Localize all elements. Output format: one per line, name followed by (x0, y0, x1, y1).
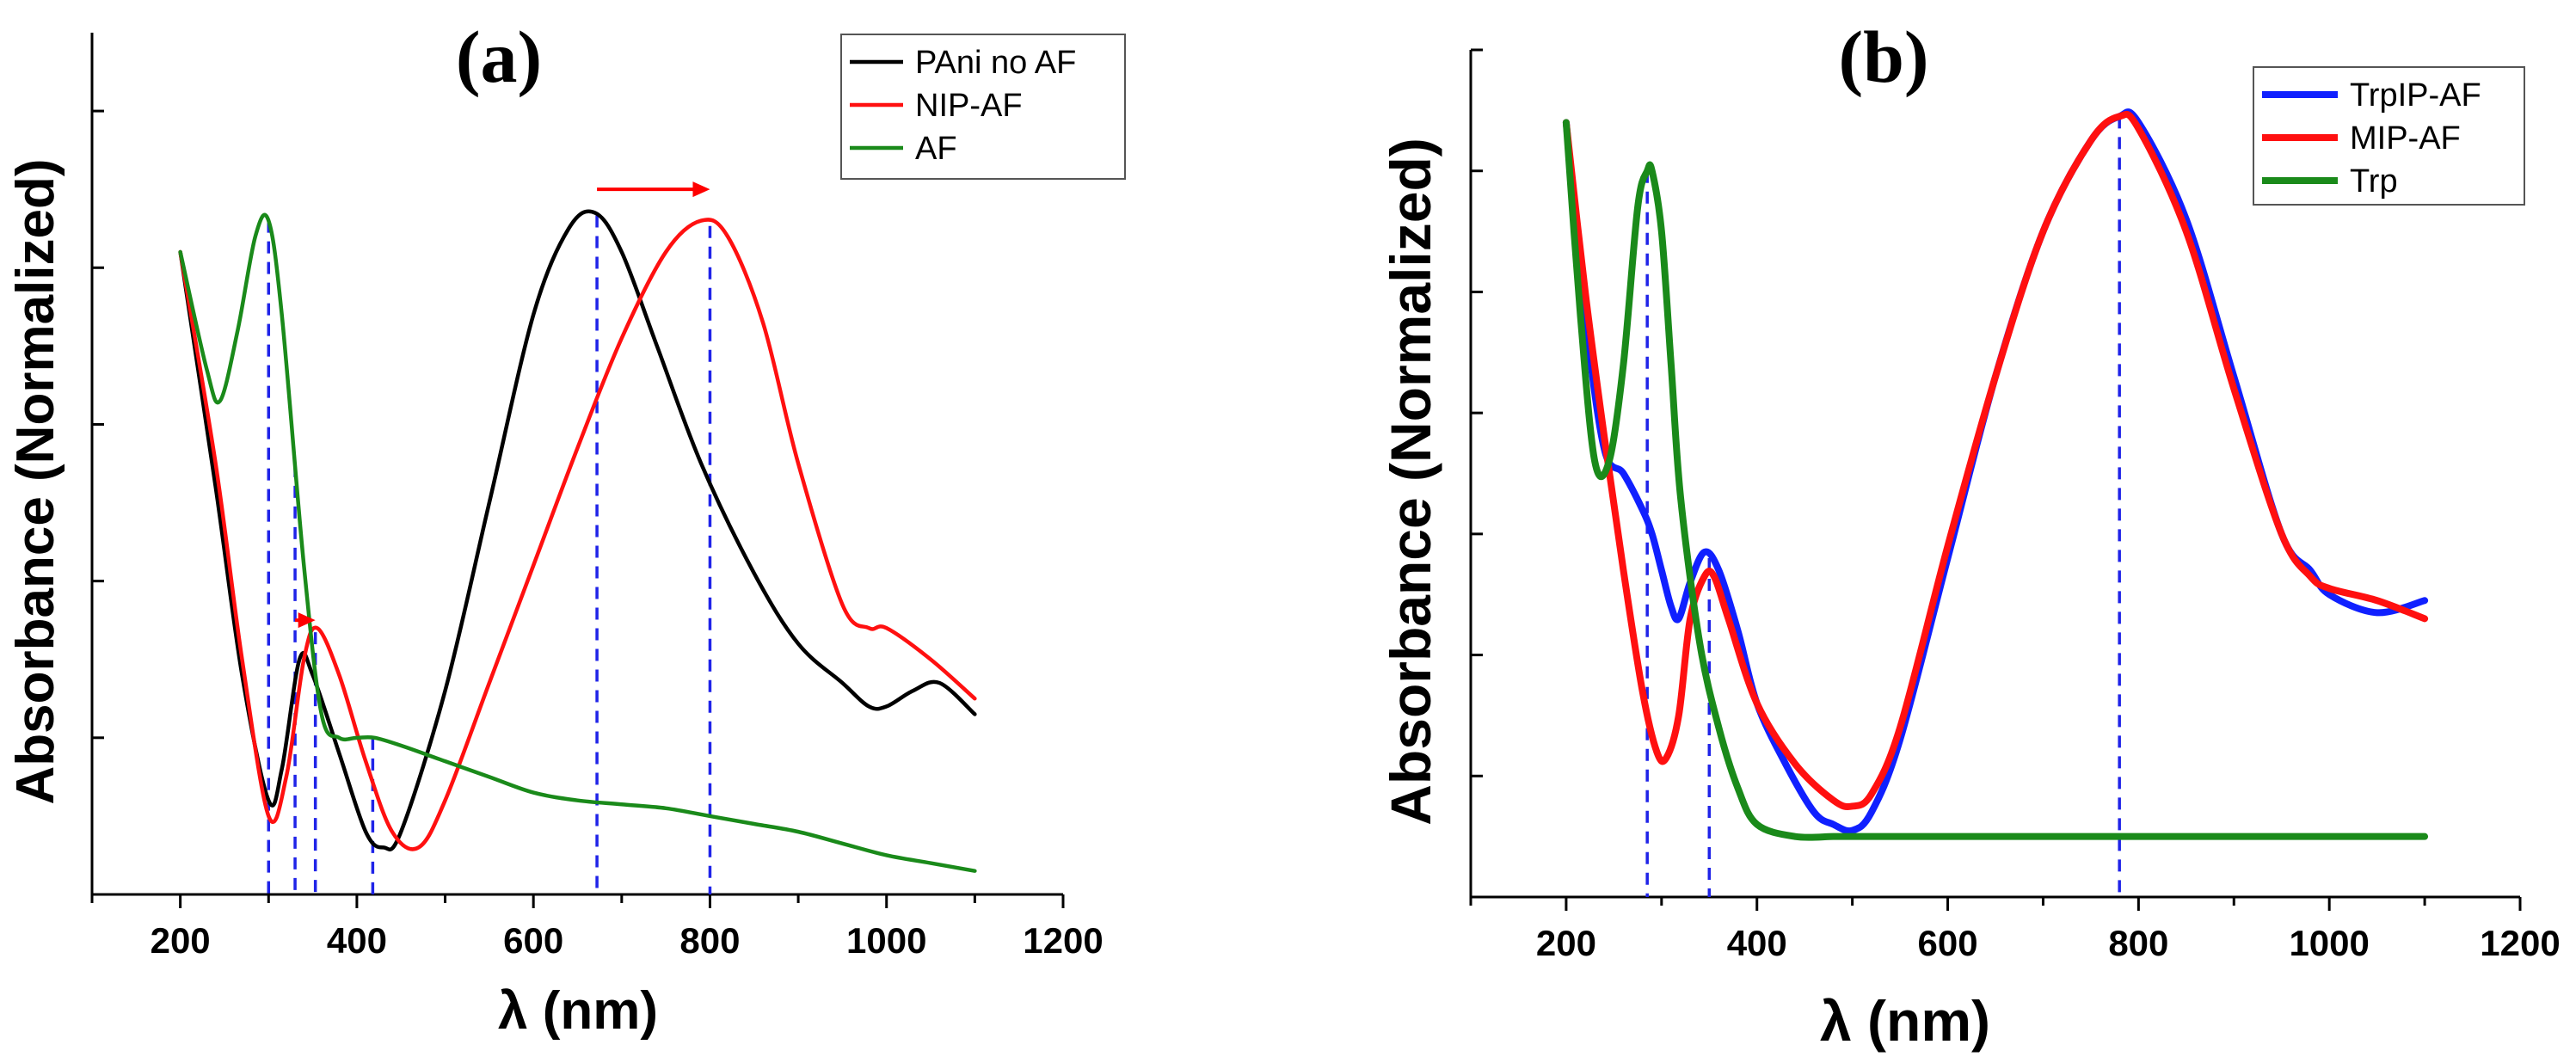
legend-label: AF (915, 131, 957, 167)
panel-b-chart: (b) 200 400 600 800 1000 1200 λ (nm) Absorban… (1379, 15, 2561, 1053)
shift-arrow-head (692, 181, 710, 198)
panel-b-y-ticks (1471, 48, 1483, 777)
shift-arrow-head (298, 612, 316, 629)
series-nip-af (178, 218, 977, 851)
panel-a-y-axis-title: Absorbance (Normalized) (6, 158, 65, 804)
x-tick-label: 200 (1536, 923, 1596, 963)
x-tick-label: 600 (1918, 923, 1978, 963)
panel-b-legend: TrpIP-AF MIP-AF Trp (2253, 66, 2525, 206)
panel-b-series (1562, 108, 2429, 841)
panel-a-series (178, 209, 977, 873)
panel-b-reference-lines (1645, 116, 2121, 897)
legend-label: NIP-AF (915, 88, 1023, 124)
x-tick-label: 400 (327, 920, 387, 961)
legend-label: MIP-AF (2350, 120, 2461, 157)
legend-label: Trp (2350, 163, 2398, 200)
series-mip-af (1562, 110, 2429, 811)
series-trpip-af (1562, 108, 2429, 835)
panel-a-y-ticks (92, 109, 104, 740)
legend-label: TrpIP-AF (2350, 77, 2481, 114)
series-trp (1562, 119, 2429, 841)
x-tick-label: 800 (2108, 923, 2168, 963)
x-tick-label: 1000 (2289, 923, 2369, 963)
panel-b-y-axis-title: Absorbance (Normalized) (1379, 138, 1442, 825)
series-pani-no-af (178, 209, 977, 851)
panel-a-chart: (a) 200 400 600 800 1000 1200 λ (nm) Absorban… (6, 15, 1126, 1041)
panel-b-x-ticks: 200 400 600 800 1000 1200 (1469, 897, 2561, 963)
panel-a-reference-lines (267, 215, 712, 894)
x-tick-label: 1200 (1023, 920, 1103, 961)
x-tick-label: 800 (679, 920, 740, 961)
x-tick-label: 400 (1727, 923, 1787, 963)
x-tick-label: 200 (151, 920, 211, 961)
legend-label: PAni no AF (915, 45, 1076, 81)
panel-a-shift-arrows (295, 181, 710, 629)
x-tick-label: 600 (503, 920, 563, 961)
panel-b-x-axis-title: λ (nm) (1820, 989, 1990, 1053)
x-tick-label: 1200 (2480, 923, 2560, 963)
series-af (178, 212, 977, 873)
panel-b-title: (b) (1838, 15, 1928, 98)
panel-a-legend: PAni no AF NIP-AF AF (840, 34, 1126, 180)
panel-a-title: (a) (456, 15, 542, 98)
panel-a-x-ticks: 200 400 600 800 1000 1200 (90, 894, 1104, 961)
x-tick-label: 1000 (846, 920, 926, 961)
panel-a-x-axis-title: λ (nm) (498, 981, 658, 1041)
